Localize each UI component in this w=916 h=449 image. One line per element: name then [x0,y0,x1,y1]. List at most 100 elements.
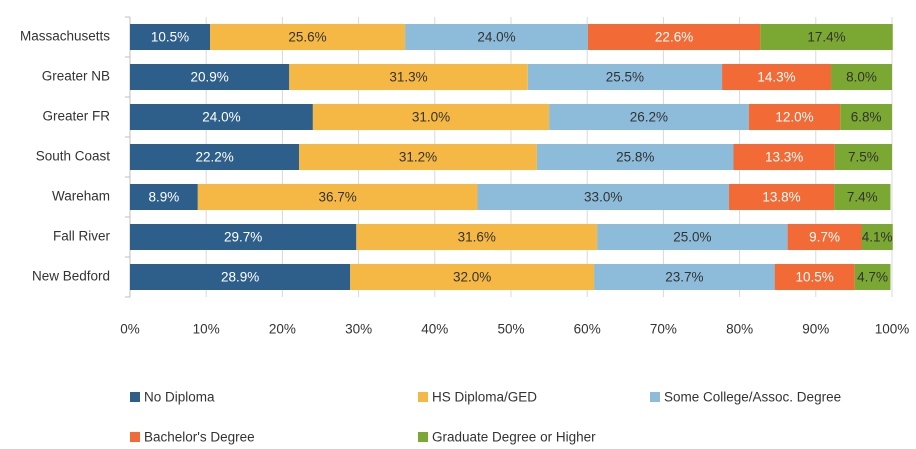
legend-swatch [650,392,660,402]
bar-segment [527,64,723,90]
value-label: 8.0% [846,70,877,85]
x-tick-label: 30% [345,322,372,337]
x-tick-label: 50% [497,322,524,337]
bar-segment [549,104,749,130]
bar-segment [210,24,406,50]
value-label: 25.6% [288,30,326,45]
value-label: 14.3% [757,70,795,85]
value-label: 31.6% [458,230,496,245]
x-tick-label: 0% [120,322,140,337]
bar-segment [299,144,537,170]
value-label: 23.7% [665,270,703,285]
bar-segment [587,24,761,50]
value-label: 17.4% [807,30,845,45]
y-tick-label: Massachusetts [20,29,110,44]
bar-segment [130,224,357,250]
bar-segment [861,224,893,250]
value-label: 13.8% [762,190,800,205]
bar-segment [594,264,775,290]
bar-segment [834,184,891,210]
bar-segment [477,184,729,210]
bar-segment [130,64,290,90]
x-tick-label: 40% [421,322,448,337]
value-label: 25.8% [616,150,654,165]
bar-segment [289,64,528,90]
bar-segment [728,184,835,210]
value-label: 4.1% [862,230,893,245]
value-label: 13.3% [765,150,803,165]
value-label: 25.0% [673,230,711,245]
bar-segment [760,24,893,50]
bar-segment [356,224,598,250]
value-label: 32.0% [453,270,491,285]
y-tick-label: South Coast [36,149,111,164]
bar-segment [130,144,300,170]
x-tick-label: 10% [193,322,220,337]
x-tick-label: 70% [650,322,677,337]
bar-segment [350,264,595,290]
y-tick-label: Wareham [52,189,110,204]
bar-segment [831,64,892,90]
bar-segment [312,104,550,130]
value-label: 25.5% [606,70,644,85]
value-label: 7.4% [847,190,878,205]
value-label: 9.7% [809,230,840,245]
x-tick-label: 100% [875,322,910,337]
x-tick-label: 60% [574,322,601,337]
bar-segment [130,24,211,50]
x-tick-label: 90% [802,322,829,337]
legend-swatch [418,432,428,442]
value-label: 26.2% [630,110,668,125]
bar-segment [597,224,788,250]
legend-swatch [130,392,140,402]
x-tick-label: 20% [269,322,296,337]
bar-segment [536,144,734,170]
value-label: 20.9% [190,70,228,85]
value-label: 24.0% [202,110,240,125]
bar-segment [774,264,855,290]
legend-label: Some College/Assoc. Degree [664,390,841,405]
y-tick-label: New Bedford [32,269,110,284]
x-tick-label: 80% [726,322,753,337]
value-label: 31.0% [412,110,450,125]
value-label: 8.9% [149,190,180,205]
legend-label: Graduate Degree or Higher [432,430,596,445]
bar-segment [130,264,351,290]
y-tick-label: Greater NB [42,69,110,84]
value-label: 31.3% [389,70,427,85]
bar-segment [733,144,835,170]
legend-swatch [130,432,140,442]
value-label: 12.0% [775,110,813,125]
value-label: 22.2% [195,150,233,165]
legend-label: No Diploma [144,390,215,405]
value-label: 4.7% [857,270,888,285]
bar-segment [405,24,588,50]
bar-segment [834,144,892,170]
value-label: 10.5% [796,270,834,285]
value-label: 28.9% [221,270,259,285]
value-label: 7.5% [848,150,879,165]
bar-segment [130,104,313,130]
value-label: 6.8% [851,110,882,125]
value-label: 33.0% [584,190,622,205]
bar-segment [197,184,478,210]
y-tick-label: Fall River [53,229,111,244]
bar-segment [840,104,892,130]
bar-segment [854,264,891,290]
bar-segment [787,224,862,250]
legend-swatch [418,392,428,402]
value-label: 22.6% [655,30,693,45]
y-tick-label: Greater FR [42,109,110,124]
legend-label: HS Diploma/GED [432,390,537,405]
bar-segment [748,104,841,130]
value-label: 24.0% [477,30,515,45]
bar-segment [130,184,198,210]
value-label: 29.7% [224,230,262,245]
legend-label: Bachelor's Degree [144,430,255,445]
bar-segment [722,64,832,90]
value-label: 10.5% [151,30,189,45]
value-label: 36.7% [319,190,357,205]
value-label: 31.2% [399,150,437,165]
